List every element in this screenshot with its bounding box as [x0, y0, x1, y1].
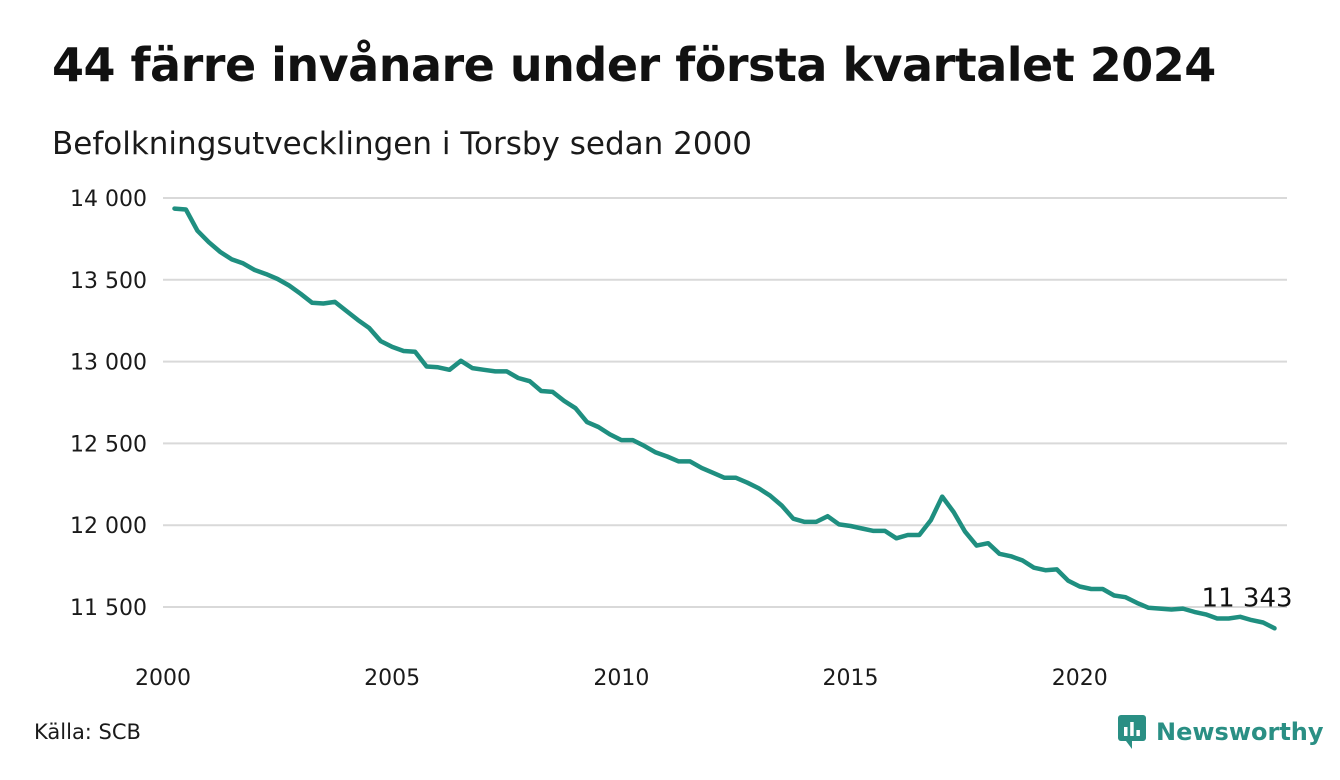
end-value-label: 11 343	[1202, 583, 1293, 613]
source-label: Källa: SCB	[34, 720, 141, 744]
y-tick-label: 14 000	[70, 187, 147, 212]
newsworthy-logo-icon	[1118, 715, 1146, 749]
x-tick-label: 2020	[1052, 666, 1108, 691]
brand-name: Newsworthy	[1156, 718, 1324, 746]
y-tick-label: 11 500	[70, 596, 147, 621]
line-chart: 11 500 12 000 12 500 13 000 13 500 14 000 200…	[70, 187, 1293, 691]
y-tick-label: 13 500	[70, 269, 147, 294]
series-layer	[172, 206, 1277, 631]
x-tick-label: 2010	[593, 666, 649, 691]
x-tick-label: 2015	[823, 666, 879, 691]
x-tick-label: 2005	[364, 666, 420, 691]
chart-title: 44 färre invånare under första kvartalet…	[52, 38, 1216, 92]
population-line	[172, 206, 1277, 631]
y-tick-label: 12 500	[70, 432, 147, 457]
brand-logo[interactable]: Newsworthy	[1118, 714, 1324, 750]
y-tick-label: 13 000	[70, 351, 147, 376]
y-axis-tick-labels: 11 500 12 000 12 500 13 000 13 500 14 000	[70, 187, 147, 621]
x-tick-label: 2000	[135, 666, 191, 691]
chart-subtitle: Befolkningsutvecklingen i Torsby sedan 2…	[52, 126, 753, 162]
grid-lines	[163, 197, 1287, 608]
x-axis-tick-labels: 2000 2005 2010 2015 2020	[135, 666, 1108, 691]
y-tick-label: 12 000	[70, 514, 147, 539]
